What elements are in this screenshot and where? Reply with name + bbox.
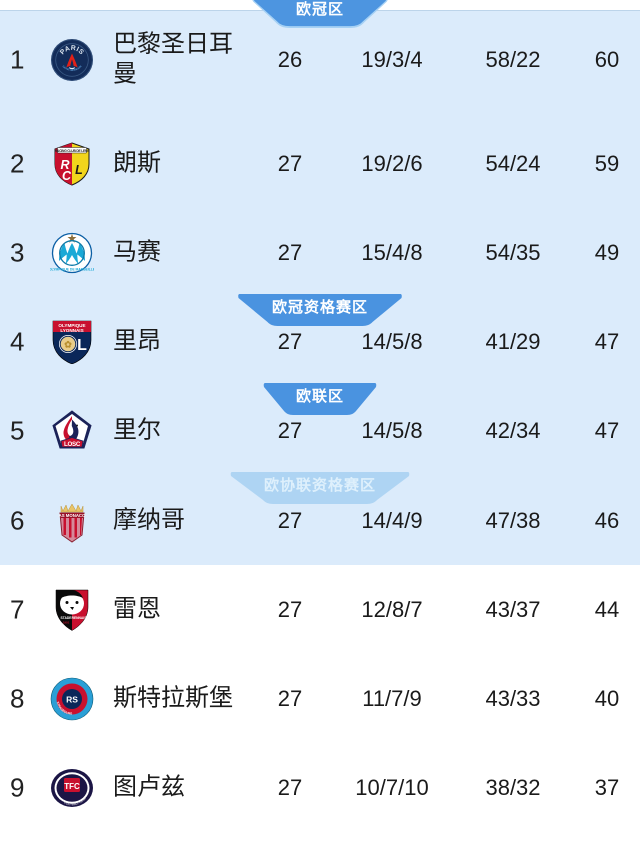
svg-text:LOSC: LOSC (64, 441, 81, 448)
svg-text:C: C (62, 169, 72, 183)
svg-text:RENNAIS: RENNAIS (72, 616, 88, 620)
svg-text:RS: RS (66, 695, 78, 705)
svg-text:✿: ✿ (64, 340, 72, 350)
svg-text:L: L (77, 337, 87, 354)
svg-text:AS MONACO: AS MONACO (59, 513, 86, 518)
svg-text:LYONNAIS: LYONNAIS (60, 328, 83, 333)
svg-text:OLYMPIQUE DE MARSEILLE: OLYMPIQUE DE MARSEILLE (50, 267, 94, 271)
svg-text:F.C.: F.C. (76, 620, 81, 624)
svg-text:L: L (75, 163, 83, 177)
svg-text:RACING CLUB DE LENS: RACING CLUB DE LENS (55, 149, 90, 153)
svg-text:1901: 1901 (63, 620, 70, 624)
svg-text:STADE: STADE (61, 616, 73, 620)
svg-text:TFC: TFC (64, 782, 80, 791)
